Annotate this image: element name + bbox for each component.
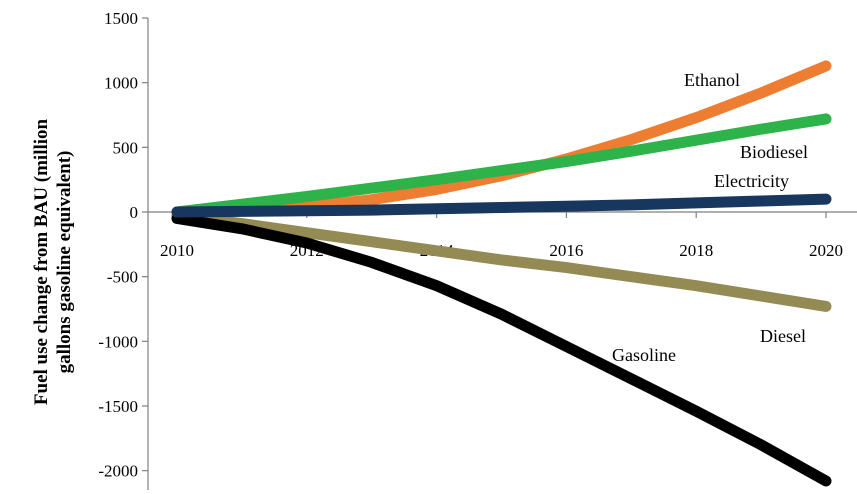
series-label-diesel: Diesel (760, 326, 806, 346)
y-tick-label: -2000 (98, 462, 138, 481)
series-lines (171, 60, 832, 487)
y-tick-label: 1500 (104, 9, 138, 28)
y-tick-label: 500 (113, 138, 139, 157)
series-line-biodiesel (171, 113, 832, 218)
x-tick-label: 2016 (549, 241, 583, 260)
y-axis-title-line-1: Fuel use change from BAU (million (31, 118, 52, 405)
series-line-gasoline (171, 213, 832, 487)
y-axis-title-line-2: gallons gasoline equivalent) (54, 151, 75, 374)
y-axis: 1500 1000 500 0 -500 -1000 -1500 -2000 (98, 9, 149, 490)
series-label-biodiesel: Biodiesel (740, 142, 808, 162)
y-axis-title: Fuel use change from BAU (million gallon… (31, 118, 75, 405)
y-tick-label: -500 (107, 268, 138, 287)
x-tick-label: 2010 (160, 241, 194, 260)
series-line-electricity (171, 193, 832, 218)
series-line-diesel (171, 210, 832, 312)
series-label-electricity: Electricity (714, 171, 789, 191)
x-tick-label: 2018 (679, 241, 713, 260)
y-tick-label: -1000 (98, 332, 138, 351)
series-label-gasoline: Gasoline (612, 345, 676, 365)
y-tick-label: 1000 (104, 74, 138, 93)
y-tick-label: 0 (130, 203, 139, 222)
series-label-ethanol: Ethanol (684, 70, 740, 90)
y-tick-label: -1500 (98, 397, 138, 416)
x-tick-label: 2020 (809, 241, 843, 260)
series-labels: Diesel Gasoline Ethanol Biodiesel Electricit… (612, 70, 808, 365)
